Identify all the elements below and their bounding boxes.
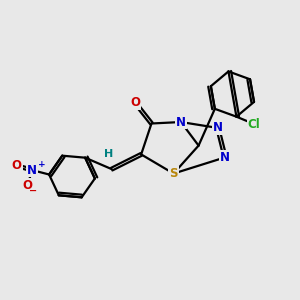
- Text: S: S: [169, 167, 178, 180]
- Text: +: +: [38, 160, 46, 169]
- Text: −: −: [29, 186, 37, 196]
- Text: Cl: Cl: [248, 118, 260, 130]
- Text: H: H: [104, 149, 113, 159]
- Text: O: O: [22, 179, 33, 192]
- Text: N: N: [213, 122, 223, 134]
- Text: N: N: [27, 164, 37, 177]
- Text: O: O: [130, 96, 140, 110]
- Text: N: N: [220, 151, 230, 164]
- Text: O: O: [12, 159, 22, 172]
- Text: N: N: [176, 116, 186, 128]
